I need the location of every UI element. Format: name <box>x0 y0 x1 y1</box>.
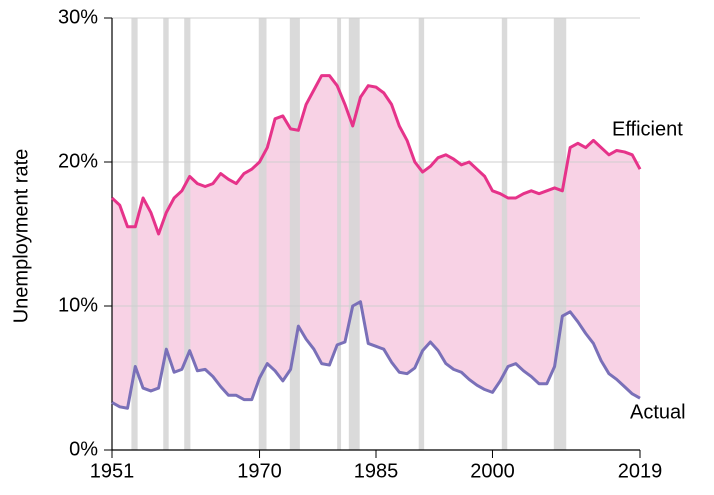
recession-band <box>418 18 425 450</box>
series-label: Actual <box>630 401 686 423</box>
x-tick-label: 1951 <box>90 460 135 482</box>
x-tick-label: 2000 <box>470 460 515 482</box>
recession-band <box>258 18 267 450</box>
gap-area <box>112 75 640 409</box>
y-tick-label: 0% <box>69 438 98 460</box>
x-tick-label: 2019 <box>618 460 663 482</box>
recession-band <box>337 18 342 450</box>
y-tick-label: 30% <box>58 6 98 28</box>
y-tick-label: 10% <box>58 294 98 316</box>
y-axis-label: Unemployment rate <box>10 149 32 324</box>
recession-band <box>289 18 300 450</box>
recession-band <box>131 18 138 450</box>
recession-band <box>501 18 508 450</box>
recession-band <box>184 18 191 450</box>
recession-band <box>163 18 169 450</box>
x-tick-label: 1985 <box>354 460 399 482</box>
recession-band <box>348 18 360 450</box>
recession-band <box>553 18 567 450</box>
series-label: Efficient <box>612 118 683 140</box>
series-line <box>111 300 641 410</box>
y-tick-label: 20% <box>58 150 98 172</box>
series-line <box>110 74 642 236</box>
x-tick-label: 1970 <box>237 460 282 482</box>
